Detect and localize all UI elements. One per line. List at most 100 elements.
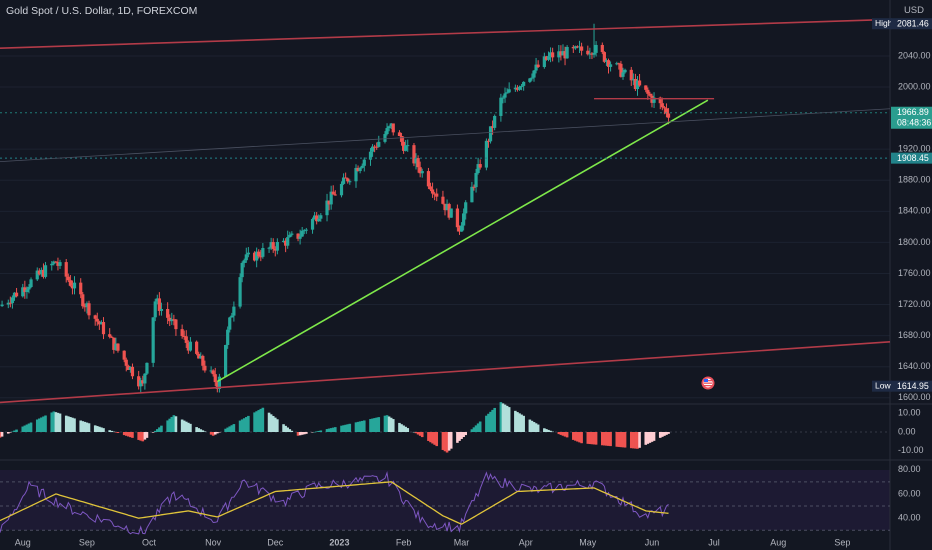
candle-body — [362, 159, 366, 166]
candle-body — [290, 233, 294, 235]
price-tick-label: 1840.00 — [898, 206, 931, 216]
macd-bar — [98, 426, 101, 432]
candle-body — [542, 56, 546, 67]
macd-bar — [607, 432, 610, 446]
candle-body — [418, 167, 422, 174]
macd-bar — [271, 415, 275, 432]
macd-bar — [253, 412, 256, 432]
flag-icon[interactable] — [701, 376, 715, 390]
macd-bar — [52, 411, 56, 432]
macd-bar — [87, 423, 91, 432]
candle-body — [180, 329, 184, 337]
macd-bar — [594, 432, 598, 445]
macd-bar — [317, 430, 321, 432]
candle-body — [35, 270, 39, 280]
candle-body — [201, 355, 205, 366]
macd-bar — [211, 432, 215, 436]
candle-body — [383, 134, 387, 142]
candle-body — [544, 56, 549, 60]
candle-body — [414, 158, 418, 164]
macd-bar — [592, 432, 596, 445]
candle-body — [478, 164, 482, 168]
candle-body — [348, 181, 352, 183]
trend-support-line — [216, 99, 709, 383]
macd-bar — [530, 420, 534, 432]
macd-bar — [629, 432, 633, 449]
candle-body — [242, 260, 246, 263]
macd-bar — [245, 417, 248, 432]
price-tick-label: 1720.00 — [898, 299, 931, 309]
macd-bar — [151, 432, 155, 433]
macd-bar — [433, 432, 436, 445]
candle-body — [54, 261, 58, 263]
candle-body — [594, 44, 598, 53]
macd-bar — [67, 416, 70, 432]
symbol-title[interactable]: Gold Spot / U.S. Dollar, 1D, FOREXCOM — [6, 5, 198, 17]
candle-body — [484, 140, 488, 168]
macd-bar — [478, 421, 482, 432]
macd-bar — [9, 432, 12, 433]
candle-body — [515, 87, 520, 90]
macd-bar — [327, 428, 331, 432]
macd-bar — [122, 432, 126, 436]
candle-body — [606, 60, 611, 67]
candle-body — [530, 77, 534, 79]
candle-body — [565, 46, 569, 59]
macd-bar — [168, 418, 172, 432]
macd-bar — [13, 430, 16, 432]
rsi-band-fill — [0, 470, 890, 530]
time-tick-label: Jun — [645, 537, 660, 547]
drawings[interactable] — [0, 18, 891, 404]
candle-body — [559, 51, 563, 56]
candle-body — [476, 164, 480, 173]
macd-bar — [460, 432, 463, 439]
high-tag: High — [875, 18, 893, 28]
last-price-text: 08:48:36 — [897, 118, 931, 128]
macd-bar — [25, 424, 29, 432]
macd-bar — [358, 421, 362, 432]
macd-bar — [391, 419, 395, 432]
indicators — [0, 402, 890, 535]
macd-bar — [334, 427, 337, 432]
macd-bar — [543, 428, 546, 432]
macd-bar — [143, 432, 147, 440]
candle-body — [637, 80, 642, 86]
macd-bar — [617, 432, 621, 447]
macd-bar — [213, 432, 217, 435]
macd-bar — [572, 432, 575, 440]
candle-body — [39, 269, 43, 275]
macd-bar — [21, 426, 25, 432]
macd-bar — [166, 420, 169, 432]
candle-body — [41, 269, 46, 277]
macd-bar — [619, 432, 623, 448]
candle-body — [341, 177, 346, 184]
candle-body — [505, 92, 509, 94]
macd-bar — [340, 425, 343, 432]
macd-bar — [387, 416, 391, 432]
candle-body — [112, 337, 116, 350]
macd-bar — [15, 429, 18, 432]
macd-bar — [638, 432, 641, 448]
candle-body — [58, 262, 62, 266]
candle-body — [608, 64, 613, 67]
candle-body — [360, 165, 364, 168]
macd-bar — [50, 412, 54, 432]
candle-body — [387, 126, 391, 129]
candle-body — [10, 297, 15, 304]
macd-bar — [261, 407, 265, 432]
macd-bar — [286, 427, 289, 432]
macd-bar — [273, 417, 277, 432]
macd-bar — [615, 432, 619, 447]
time-tick-label: Sep — [834, 537, 850, 547]
macd-bar — [489, 411, 492, 432]
candle-body — [666, 113, 671, 118]
macd-bar — [102, 428, 105, 432]
macd-bar — [447, 432, 451, 451]
macd-bar — [184, 421, 188, 432]
macd-bar — [449, 432, 453, 449]
price-tick-label: 1760.00 — [898, 268, 931, 278]
candle-body — [356, 167, 360, 172]
macd-bar — [44, 415, 47, 432]
macd-bar — [356, 421, 360, 432]
